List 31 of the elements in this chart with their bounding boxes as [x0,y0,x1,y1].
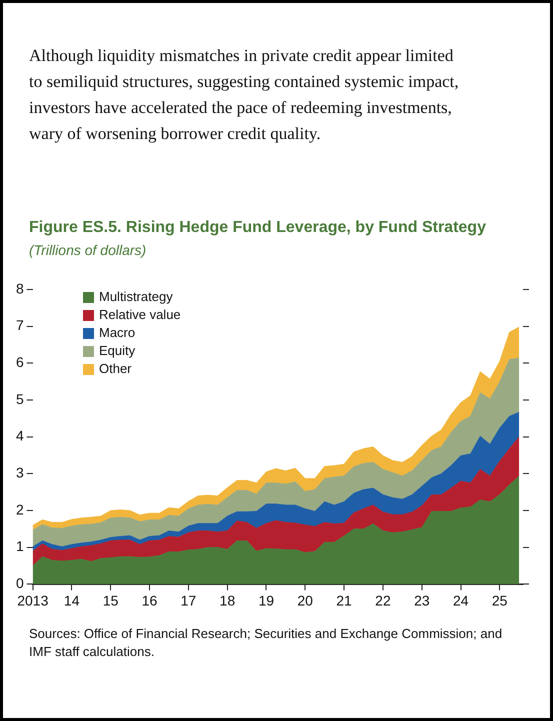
legend-label: Multistrategy [99,288,173,306]
x-tick-label: 18 [220,592,236,608]
text: Although liquidity mismatches in private credit appear limited to semiliquid structures, suggesting contained systemic impact, investors have accelerated the pace of redeeming investments, wary of worsening borrower credit quality. [29,45,460,145]
y-tick-label: 4 [16,428,24,444]
legend-label: Relative value [99,306,181,324]
x-tick-label: 20 [297,592,314,608]
legend-label: Other [99,360,132,378]
y-tick-label: 0 [16,575,24,592]
x-tick-label: 14 [64,592,80,608]
source-note: Sources: Office of Financial Research; Securities and Exchange Commission; and IMF staff calculations. [29,625,504,661]
chart-subtitle: (Trillions of dollars) [29,242,146,258]
x-tick-label: 19 [258,592,274,608]
x-tick-label: 24 [452,592,469,608]
x-tick-label: 17 [180,592,196,608]
x-tick-label: 21 [336,592,352,608]
y-tick-label: 8 [16,280,24,296]
y-tick-label: 3 [16,464,24,481]
y-tick-label: 2 [16,501,24,518]
x-tick-label: 25 [492,592,508,608]
y-tick-label: 1 [16,538,24,554]
y-tick-label: 7 [16,317,24,334]
y-tick-label: 5 [16,390,24,407]
x-tick-label: 23 [414,592,430,608]
x-tick-label: 22 [375,592,391,608]
legend-label: Macro [99,324,136,342]
y-tick-label: 6 [16,354,24,370]
chart-title: Figure ES.5. Rising Hedge Fund Leverage, by Fund Strategy [29,219,487,237]
x-tick-label: 15 [102,592,119,608]
x-tick-label: 2013 [17,592,49,608]
legend-label: Equity [99,342,136,360]
x-tick-label: 16 [142,592,158,608]
